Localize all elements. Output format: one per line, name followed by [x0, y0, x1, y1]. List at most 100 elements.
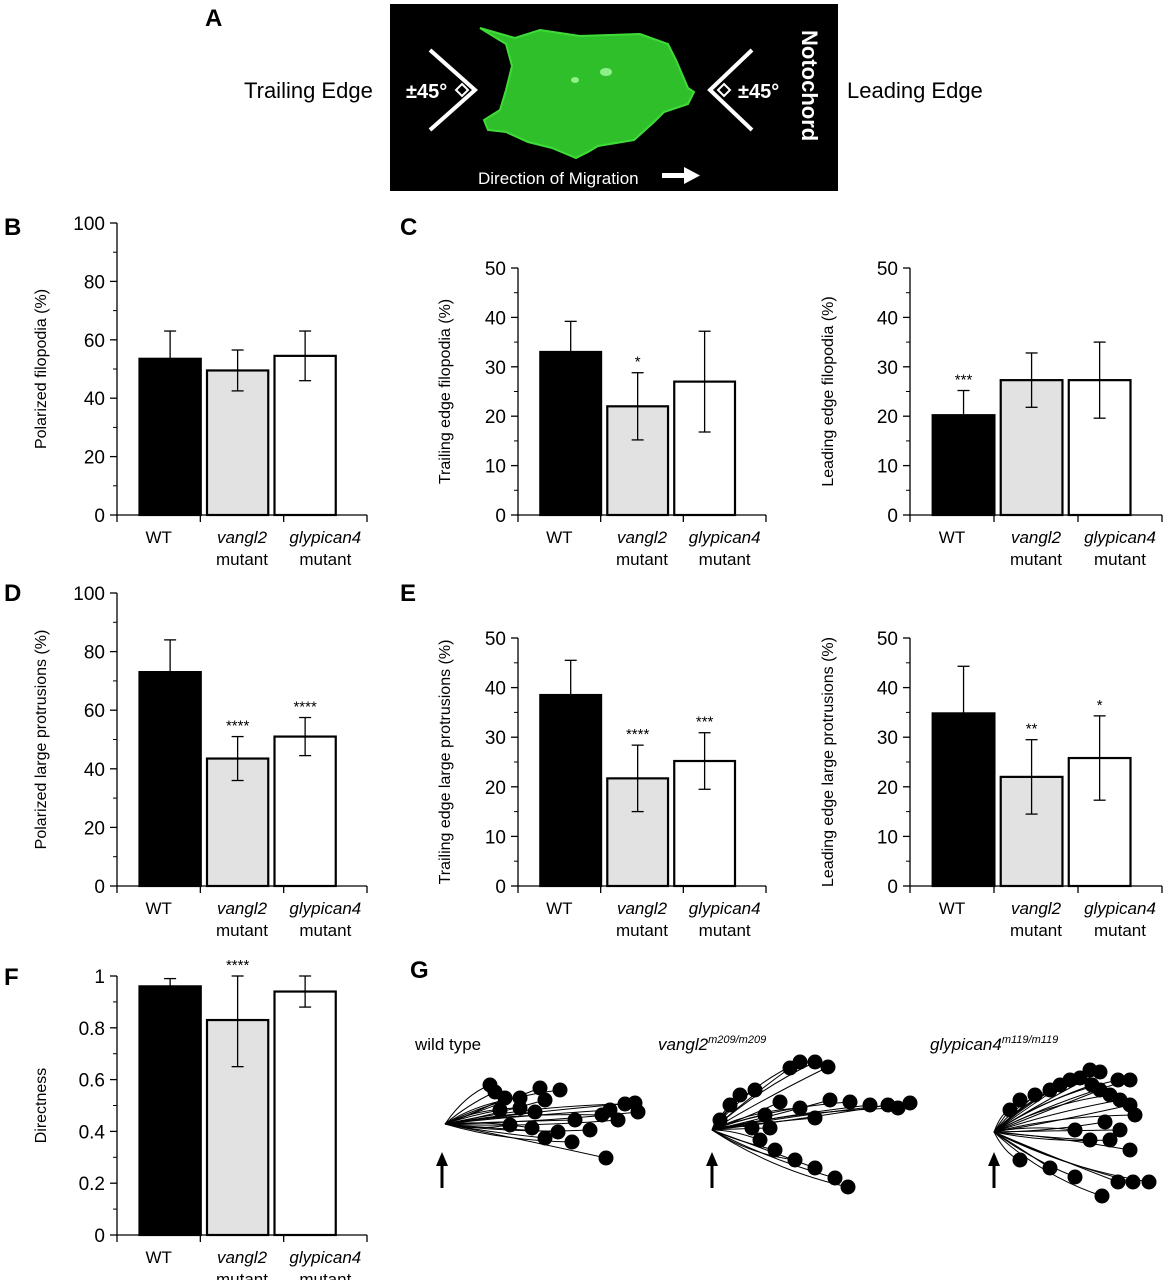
y-tick-label: 20 [84, 448, 105, 469]
track-endpoint [827, 1170, 843, 1186]
direction-of-migration-label: Direction of Migration [478, 169, 639, 188]
y-tick-label: 40 [485, 679, 506, 700]
track-endpoint [537, 1092, 553, 1108]
track-endpoint [712, 1112, 728, 1128]
track-line [993, 1114, 1136, 1133]
chart-e-trailing: E 0 10 20 30 40 50 Trailing edge large protrusi… [400, 580, 767, 940]
x-category-label: glypican4 [689, 528, 761, 547]
y-tick-label: 50 [485, 259, 506, 280]
track-endpoint [840, 1179, 856, 1195]
track-endpoint [747, 1082, 763, 1098]
x-category-label: vangl2 [217, 1248, 268, 1267]
track-endpoint [820, 1059, 836, 1075]
track-line [711, 1129, 816, 1169]
x-category-label: vangl2 [1011, 528, 1062, 547]
y-tick-label: 20 [84, 818, 105, 839]
track-endpoint [537, 1130, 553, 1146]
significance-label: *** [696, 714, 714, 731]
trailing-edge-label: Trailing Edge [244, 78, 373, 103]
y-tick-label: 0 [94, 506, 105, 527]
y-tick-label: 1 [94, 967, 105, 988]
x-category-label: WT [145, 1248, 171, 1267]
x-category-label-line2: mutant [216, 1270, 268, 1280]
track-endpoint [807, 1160, 823, 1176]
y-tick-label: 0 [495, 877, 506, 898]
trailing-angle-lines [428, 48, 479, 132]
track-endpoint [762, 1120, 778, 1136]
y-tick-label: 0.2 [79, 1174, 105, 1195]
panel-letter: B [4, 214, 21, 241]
track-endpoint [492, 1102, 508, 1118]
chart-b: B 0 20 40 60 80 100 Polarized filopodia (%) WT va… [4, 214, 368, 569]
y-tick-label: 30 [485, 358, 506, 379]
y-tick-label: 0 [495, 506, 506, 527]
track-line [444, 1123, 573, 1143]
x-category-label-line2: mutant [1094, 921, 1146, 940]
x-category-label: WT [546, 528, 572, 547]
y-axis-label: Polarized large protrusions (%) [33, 630, 50, 850]
track-endpoint [842, 1094, 858, 1110]
panel-g: G wild type vangl2m209/m209 glypican4m11… [410, 957, 1157, 1204]
track-endpoint [722, 1097, 738, 1113]
track-endpoint [807, 1054, 823, 1070]
bar [273, 990, 337, 1237]
track-line [444, 1087, 541, 1125]
track-endpoint [822, 1092, 838, 1108]
x-category-label: WT [145, 528, 171, 547]
y-tick-label: 0 [887, 877, 898, 898]
x-category-label: WT [939, 899, 965, 918]
y-axis-label: Trailing edge filopodia (%) [437, 299, 454, 484]
x-category-label: glypican4 [689, 899, 761, 918]
glypican4-allele-text: m119/m119 [1002, 1034, 1058, 1046]
track-endpoint [890, 1100, 906, 1116]
x-category-label-line2: mutant [699, 550, 751, 569]
tracks-glypican4 [993, 1062, 1157, 1204]
y-tick-label: 50 [877, 629, 898, 650]
track-endpoint [862, 1097, 878, 1113]
x-category-label-line2: mutant [216, 921, 268, 940]
track-endpoint [1082, 1132, 1098, 1148]
y-tick-label: 50 [877, 259, 898, 280]
track-endpoint [1002, 1102, 1018, 1118]
migrating-cell-image [479, 27, 696, 160]
y-tick-label: 30 [877, 358, 898, 379]
bar [205, 369, 270, 517]
track-endpoint [598, 1150, 614, 1166]
y-tick-label: 80 [84, 272, 105, 293]
x-category-label-line2: mutant [1094, 550, 1146, 569]
significance-label: ** [1026, 721, 1038, 738]
x-category-label-line2: mutant [299, 550, 351, 569]
track-line [993, 1121, 1106, 1133]
notochord-label: Notochord [797, 30, 822, 141]
y-tick-label: 10 [485, 827, 506, 848]
track-endpoint [902, 1095, 918, 1111]
track-endpoint [630, 1104, 646, 1120]
chart-f: F 0 0.2 0.4 0.6 0.8 1 Directness WT **** vangl2 mut… [4, 957, 368, 1280]
start-arrow-icon [706, 1152, 718, 1188]
panel-letter-a: A [205, 5, 222, 32]
x-category-label: glypican4 [1084, 899, 1156, 918]
track-endpoint [564, 1134, 580, 1150]
tracks-wild-type [444, 1077, 646, 1166]
track-endpoint [524, 1120, 540, 1136]
direction-arrow-icon [662, 167, 700, 184]
leading-angle-lines [707, 48, 754, 132]
x-category-label: vangl2 [217, 528, 268, 547]
x-category-label-line2: mutant [616, 921, 668, 940]
track-endpoint [1072, 1070, 1088, 1086]
track-endpoint [610, 1112, 626, 1128]
track-endpoint [1094, 1188, 1110, 1204]
track-endpoint [1112, 1122, 1128, 1138]
y-tick-label: 60 [84, 331, 105, 352]
track-line [444, 1123, 607, 1159]
track-endpoint [497, 1090, 513, 1106]
x-category-label: vangl2 [217, 899, 268, 918]
leading-edge-label: Leading Edge [847, 78, 983, 103]
vangl2-allele-text: m209/m209 [708, 1034, 766, 1046]
track-line [993, 1099, 1121, 1133]
track-endpoint [567, 1112, 583, 1128]
y-axis-label: Leading edge filopodia (%) [820, 296, 837, 486]
x-category-label: WT [939, 528, 965, 547]
y-tick-label: 10 [877, 827, 898, 848]
significance-label: **** [293, 699, 317, 716]
